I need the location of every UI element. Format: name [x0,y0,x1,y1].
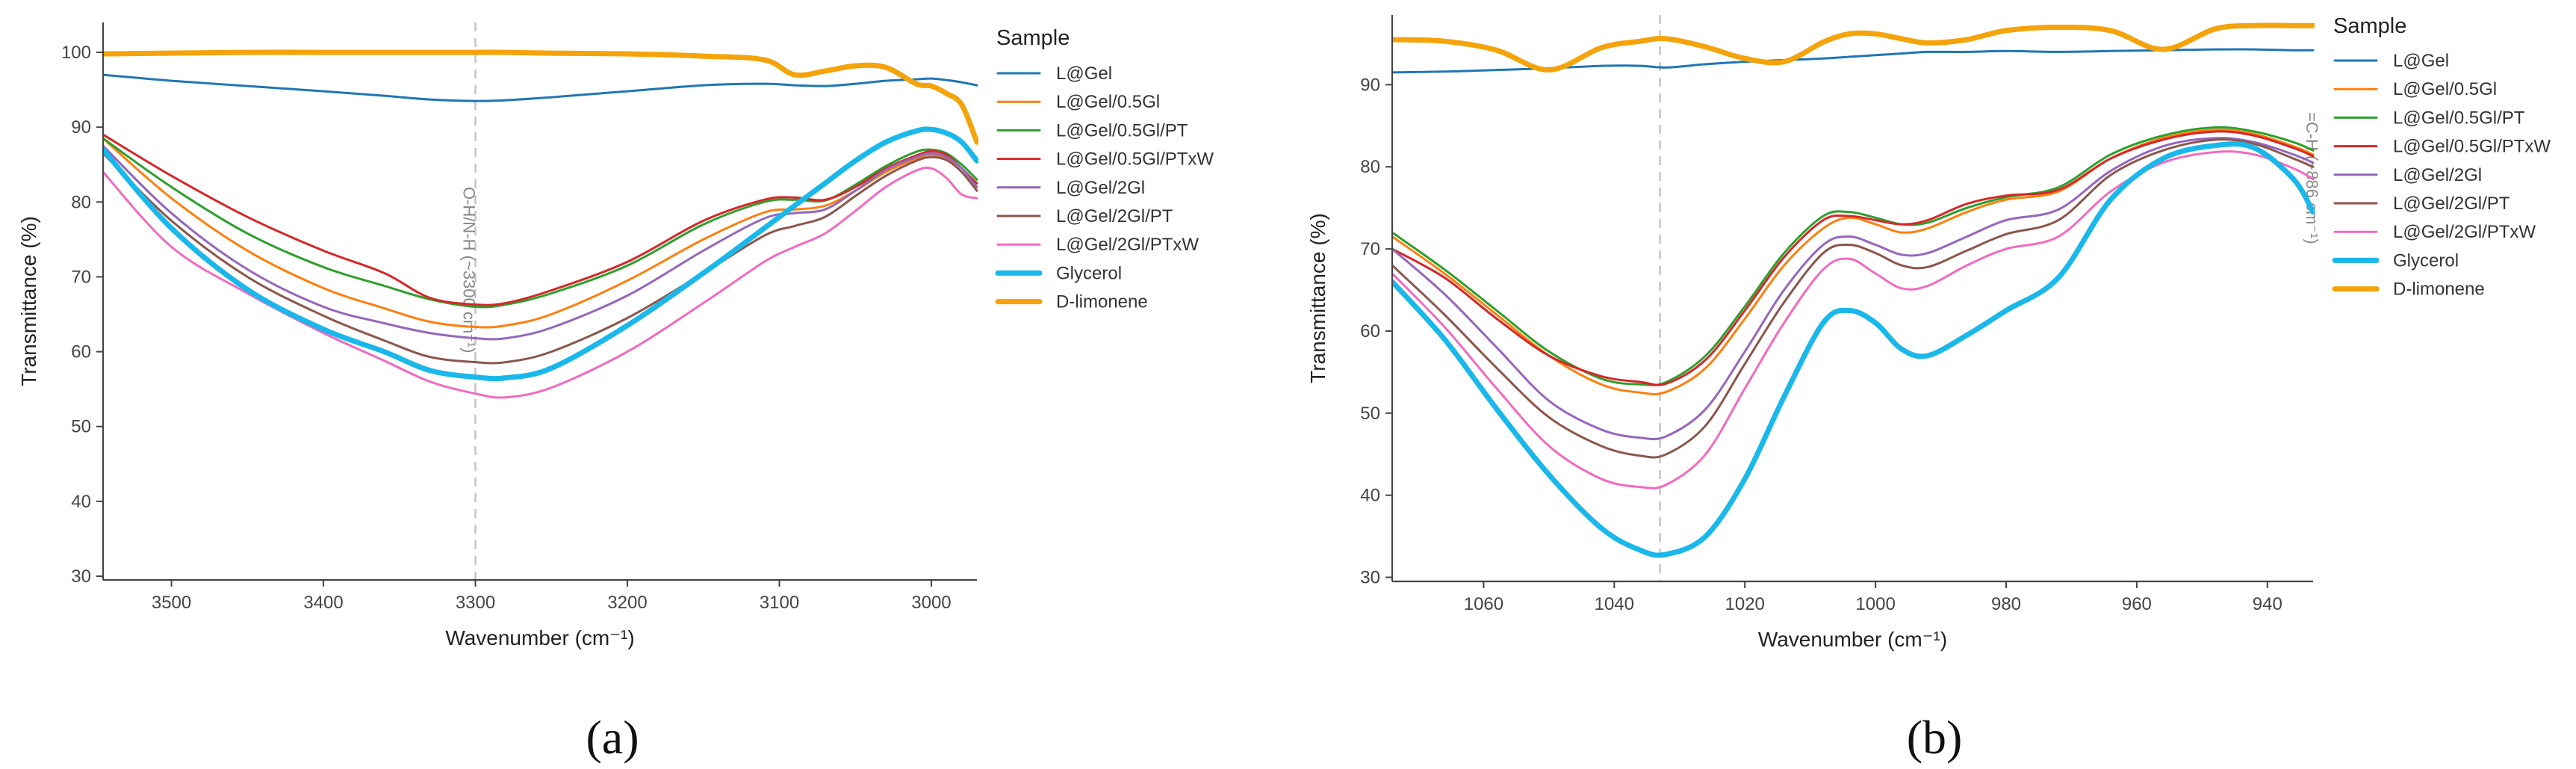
legend: Sample L@Gel L@Gel/0.5Gl L@Gel/0.5Gl/PT L@Ge… [2332,14,2551,300]
legend-label: L@Gel/2Gl/PTxW [1056,235,1199,255]
y-tick-label: 40 [1360,486,1380,506]
series-line-l-gel [103,73,978,102]
legend-label: D-limonene [2393,280,2485,300]
series-line-l-gel-2gl-pt [1392,138,2315,459]
x-axis-title: Wavenumber (cm⁻¹) [445,626,634,649]
legend-label: L@Gel/0.5Gl/PT [1056,120,1188,140]
series-line-glycerol [1392,141,2315,558]
y-tick-label: 50 [71,417,91,437]
legend-label: L@Gel/0.5Gl [2393,79,2497,99]
y-tick-label: 60 [1360,321,1380,342]
legend-label: D-limonene [1056,292,1148,312]
series-group [103,49,978,399]
series-line-l-gel-0-5gl [103,137,978,329]
x-tick-label: 960 [2122,594,2152,614]
series-line-d-limonene [1392,22,2315,73]
legend-label: L@Gel [2393,51,2449,71]
chart-panel-1: O-H/N-H (~3300 cm⁻¹) 30 40 50 60 70 80 90 100 350… [17,22,1214,764]
y-axis-title: Transmittance (%) [17,216,40,386]
x-tick-label: 1060 [1464,594,1503,614]
x-tick-label: 940 [2253,594,2282,614]
series-line-l-gel-2gl [103,144,978,341]
reference-line-label: O-H/N-H (~3300 cm⁻¹) [460,187,479,353]
x-tick-label: 3500 [152,593,191,613]
y-tick-label: 70 [71,267,91,287]
panel-label: (a) [586,711,639,764]
x-tick-label: 3400 [303,593,343,613]
y-axis-title: Transmittance (%) [1306,213,1329,383]
y-tick-label: 50 [1360,404,1380,424]
y-tick-label: 30 [1360,568,1380,588]
legend-label: L@Gel/2Gl/PTxW [2393,222,2536,242]
series-line-l-gel-2gl-ptxw [1392,150,2315,489]
x-tick-label: 980 [1991,594,2021,614]
legend-title: Sample [2333,14,2406,38]
x-tick-label: 1020 [1725,594,1765,614]
x-tick-label: 3300 [456,593,495,613]
x-tick-label: 3000 [911,593,951,613]
series-line-l-gel [1392,48,2315,74]
series-line-l-gel-0-5gl-pt [1392,126,2315,386]
legend-label: L@Gel [1056,64,1112,84]
y-tick-label: 80 [71,192,91,212]
y-tick-label: 90 [71,117,91,138]
series-line-d-limonene [103,49,978,145]
y-tick-label: 60 [71,342,91,362]
panel-label: (b) [1907,711,1963,764]
series-line-l-gel-2gl-pt [103,152,978,365]
series-line-l-gel-2gl-ptxw [103,166,978,399]
series-line-glycerol [103,126,978,382]
x-tick-label: 1040 [1595,594,1634,614]
x-axis-title: Wavenumber (cm⁻¹) [1758,628,1947,651]
legend-label: L@Gel/0.5Gl/PT [2393,108,2525,128]
legend-title: Sample [996,26,1070,50]
legend-label: L@Gel/2Gl [2393,165,2482,185]
legend-label: L@Gel/0.5Gl [1056,92,1160,112]
series-line-l-gel-2gl [1392,137,2315,441]
series-group [1392,22,2315,558]
series-line-l-gel-0-5gl [1392,129,2315,395]
y-tick-label: 100 [61,43,91,63]
legend-label: L@Gel/2Gl/PT [1056,206,1173,226]
legend-label: L@Gel/0.5Gl/PTxW [2393,137,2551,157]
series-line-l-gel-0-5gl-ptxw [103,133,978,306]
y-tick-label: 30 [71,566,91,587]
legend: Sample L@Gel L@Gel/0.5Gl L@Gel/0.5Gl/PT L@Ge… [995,26,1214,312]
y-tick-label: 70 [1360,239,1380,259]
legend-label: L@Gel/0.5Gl/PTxW [1056,149,1214,170]
legend-label: Glycerol [1056,263,1122,283]
x-tick-label: 3200 [607,593,647,613]
y-tick-label: 40 [71,492,91,512]
x-tick-label: 3100 [760,593,799,613]
x-tick-label: 1000 [1855,594,1895,614]
y-tick-label: 90 [1360,75,1380,95]
series-line-l-gel-0-5gl-ptxw [1392,130,2315,386]
legend-label: L@Gel/2Gl [1056,178,1145,198]
legend-label: L@Gel/2Gl/PT [2393,194,2510,214]
series-line-l-gel-0-5gl-pt [103,137,978,309]
legend-label: Glycerol [2393,250,2459,271]
y-tick-label: 80 [1360,157,1380,177]
